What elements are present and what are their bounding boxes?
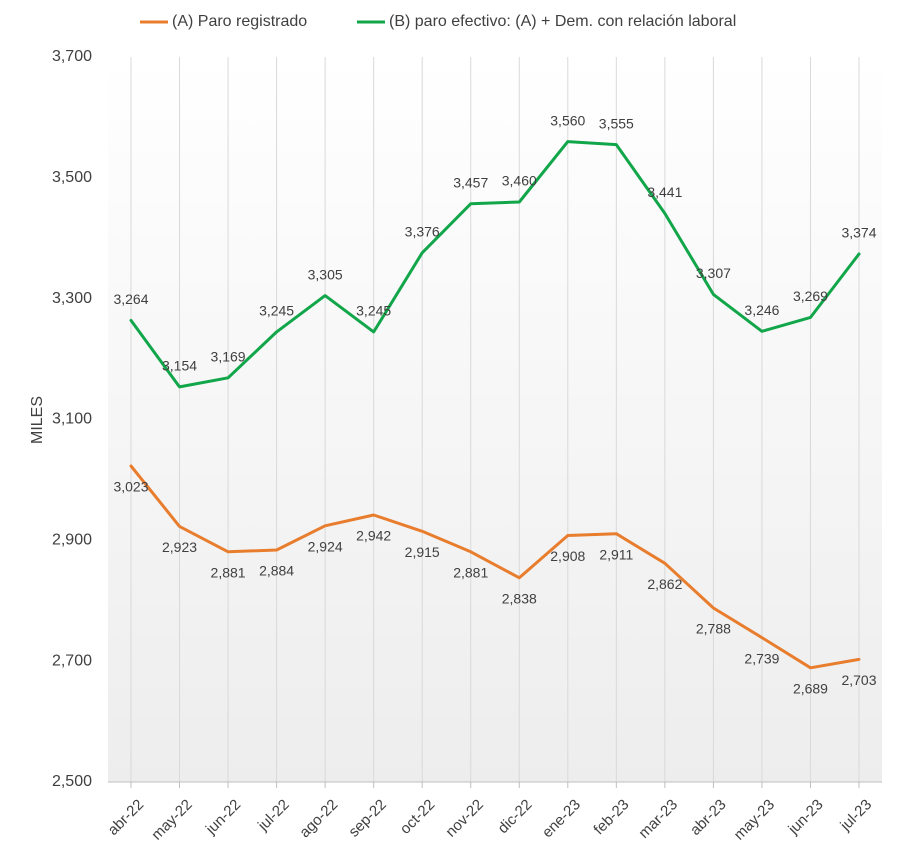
data-label: 3,245 <box>356 303 391 319</box>
data-label: 3,457 <box>453 175 488 191</box>
data-label: 2,838 <box>502 590 537 606</box>
data-label: 2,908 <box>550 548 585 564</box>
y-tick-label: 2,700 <box>52 652 92 669</box>
data-label: 3,374 <box>841 225 876 241</box>
plot-area <box>108 57 882 782</box>
data-label: 2,862 <box>647 576 682 592</box>
data-label: 2,915 <box>405 544 440 560</box>
x-tick-label: may-22 <box>148 796 195 843</box>
legend: (A) Paro registrado (B) paro efectivo: (A… <box>140 13 736 30</box>
data-label: 3,154 <box>162 358 197 374</box>
legend-label: (B) paro efectivo: (A) + Dem. con relaci… <box>389 13 736 30</box>
x-tick-label: nov-22 <box>442 796 486 840</box>
data-label: 2,924 <box>308 539 343 555</box>
data-label: 2,881 <box>453 565 488 581</box>
data-label: 3,555 <box>599 115 634 131</box>
x-tick-label: dic-22 <box>495 796 536 837</box>
x-tick-label: mar-23 <box>635 796 681 842</box>
x-tick-label: abr-23 <box>687 796 730 839</box>
data-label: 2,689 <box>793 681 828 697</box>
y-tick-label: 2,500 <box>52 773 92 790</box>
data-label: 3,376 <box>405 223 440 239</box>
x-tick-label: jul-23 <box>837 796 876 835</box>
x-tick-label: may-23 <box>731 796 778 843</box>
data-label: 3,560 <box>550 112 585 128</box>
y-tick-label: 2,900 <box>52 532 92 549</box>
data-label: 2,881 <box>211 565 246 581</box>
y-tick-label: 3,300 <box>52 290 92 307</box>
data-label: 2,923 <box>162 539 197 555</box>
data-label: 2,739 <box>744 650 779 666</box>
data-label: 3,460 <box>502 173 537 189</box>
data-label: 3,305 <box>308 266 343 282</box>
data-label: 3,246 <box>744 302 779 318</box>
x-tick-label: sep-22 <box>345 796 389 840</box>
x-tick-label: ene-23 <box>539 796 584 841</box>
x-tick-label: oct-22 <box>397 796 439 838</box>
data-label: 3,441 <box>647 184 682 200</box>
x-tick-label: ago-22 <box>296 796 341 841</box>
data-label: 3,169 <box>211 349 246 365</box>
data-label: 3,245 <box>259 303 294 319</box>
x-tick-label: jul-22 <box>254 796 293 835</box>
data-label: 2,703 <box>841 672 876 688</box>
y-tick-label: 3,100 <box>52 411 92 428</box>
data-label: 2,788 <box>696 621 731 637</box>
series-line-paro-efectivo <box>129 140 861 389</box>
data-label: 3,307 <box>696 265 731 281</box>
x-tick-label: feb-23 <box>590 796 632 838</box>
y-tick-label: 3,500 <box>52 169 92 186</box>
x-tick-label: jun-23 <box>784 796 826 838</box>
legend-label: (A) Paro registrado <box>172 13 307 30</box>
data-label: 2,884 <box>259 563 294 579</box>
y-tick-label: 3,700 <box>52 48 92 65</box>
data-label: 3,269 <box>793 288 828 304</box>
data-label: 3,264 <box>113 291 148 307</box>
y-axis-title: MILES <box>29 396 46 444</box>
x-tick-label: abr-22 <box>105 796 148 839</box>
data-label: 2,911 <box>599 546 633 562</box>
x-tick-label: jun-22 <box>202 796 244 838</box>
series-line-paro-registrado <box>129 464 861 670</box>
data-label: 3,023 <box>113 479 148 495</box>
data-label: 2,942 <box>356 528 391 544</box>
